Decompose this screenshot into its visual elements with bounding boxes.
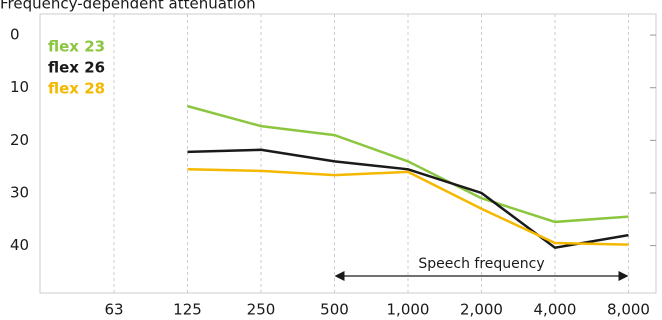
plot-frame bbox=[39, 13, 657, 294]
series-line bbox=[187, 148, 629, 250]
legend-entry: flex 26 bbox=[48, 59, 105, 77]
chart-title: Frequency-dependent attenuation bbox=[0, 0, 256, 13]
x-tick-label: 1,000 bbox=[387, 301, 430, 319]
arrow-head bbox=[618, 271, 629, 281]
y-tick-label: 30 bbox=[10, 183, 29, 201]
x-tick-label: 4,000 bbox=[534, 301, 577, 319]
arrow-head bbox=[334, 271, 345, 281]
x-tick-label: 500 bbox=[320, 301, 349, 319]
x-tick-label: 250 bbox=[247, 301, 276, 319]
legend-entry: flex 23 bbox=[48, 38, 105, 56]
x-tick-label: 125 bbox=[173, 301, 202, 319]
y-tick-label: 20 bbox=[10, 131, 29, 149]
series-line bbox=[187, 168, 629, 246]
y-tick-label: 0 bbox=[10, 26, 20, 44]
y-tick-label: 10 bbox=[10, 78, 29, 96]
y-tick-label: 40 bbox=[10, 236, 29, 254]
x-tick-label: 8,000 bbox=[607, 301, 650, 319]
x-tick-label: 63 bbox=[104, 301, 123, 319]
annotation-label: Speech frequency bbox=[418, 256, 544, 272]
x-tick-label: 2,000 bbox=[460, 301, 503, 319]
series-line bbox=[187, 104, 629, 224]
legend-entry: flex 28 bbox=[48, 80, 105, 98]
